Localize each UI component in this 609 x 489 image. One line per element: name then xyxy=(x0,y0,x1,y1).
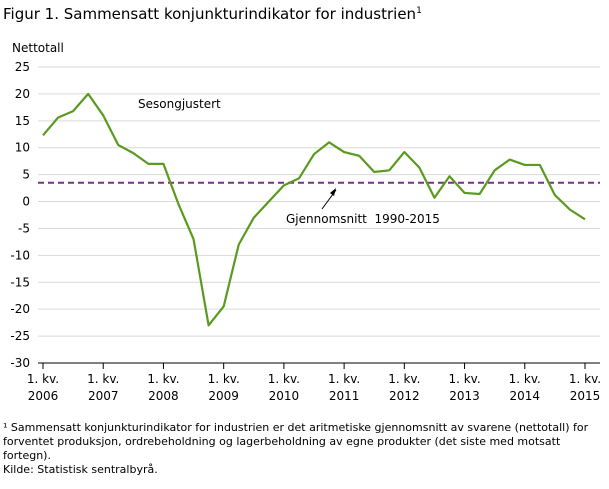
x-tick-label-line: 1. kv. xyxy=(328,372,360,386)
x-tick-label-line: 2015 xyxy=(570,389,601,403)
y-tick-label: 20 xyxy=(15,87,30,101)
x-tick-label-line: 1. kv. xyxy=(388,372,420,386)
annotation-arrowhead xyxy=(330,188,336,196)
x-tick-label: 1. kv. 2012 xyxy=(388,372,420,403)
x-tick-label-line: 2011 xyxy=(329,389,360,403)
x-tick-label-line: 2008 xyxy=(148,389,179,403)
x-tick-label: 1. kv. 2014 xyxy=(509,372,541,403)
x-tick-label-line: 2010 xyxy=(269,389,300,403)
x-tick-label-line: 2007 xyxy=(88,389,119,403)
footnote: Kilde: Statistisk sentralbyrå. xyxy=(3,463,158,476)
y-tick-label: -5 xyxy=(18,221,30,235)
x-tick-label: 1. kv. 2010 xyxy=(268,372,300,403)
x-tick-label: 1. kv. 2015 xyxy=(569,372,601,403)
y-tick-label: 25 xyxy=(15,60,30,74)
chart: Figur 1. Sammensatt konjunkturindikator … xyxy=(3,5,601,403)
x-tick-label: 1. kv. 2006 xyxy=(27,372,59,403)
y-tick-label: 10 xyxy=(15,141,30,155)
x-tick-label: 1. kv. 2009 xyxy=(208,372,240,403)
x-tick-label-line: 1. kv. xyxy=(509,372,541,386)
chart-title: Figur 1. Sammensatt konjunkturindikator … xyxy=(3,5,422,23)
y-tick-label: -10 xyxy=(10,248,30,262)
y-tick-label: 15 xyxy=(15,114,30,128)
x-tick-label: 1. kv. 2007 xyxy=(87,372,119,403)
y-tick-label: -30 xyxy=(10,356,30,370)
y-tick-label: 5 xyxy=(22,168,30,182)
title-text: Figur 1. Sammensatt konjunkturindikator … xyxy=(3,5,416,23)
x-tick-label-line: 1. kv. xyxy=(27,372,59,386)
x-tick-label-line: 1. kv. xyxy=(569,372,601,386)
reference-label: Gjennomsnitt 1990-2015 xyxy=(286,212,440,226)
x-tick-label-line: 1. kv. xyxy=(208,372,240,386)
x-tick-label: 1. kv. 2008 xyxy=(147,372,179,403)
x-tick-label-line: 2012 xyxy=(389,389,420,403)
y-tick-label: -25 xyxy=(10,329,30,343)
x-tick-label-line: 1. kv. xyxy=(448,372,480,386)
series-label: Sesongjustert xyxy=(138,97,221,111)
x-tick-label-line: 1. kv. xyxy=(87,372,119,386)
footnotes: ¹ Sammensatt konjunkturindikator for ind… xyxy=(3,421,603,477)
y-tick-label: -15 xyxy=(10,275,30,289)
footnote: ¹ Sammensatt konjunkturindikator for ind… xyxy=(3,421,589,462)
y-tick-label: -20 xyxy=(10,302,30,316)
x-tick-label-line: 1. kv. xyxy=(147,372,179,386)
data-line xyxy=(42,92,586,327)
x-tick-label-line: 1. kv. xyxy=(268,372,300,386)
x-tick-label-line: 2006 xyxy=(28,389,59,403)
x-tick-label-line: 2009 xyxy=(208,389,239,403)
x-tick-label-line: 2013 xyxy=(449,389,480,403)
title-note: 1 xyxy=(416,6,422,16)
y-axis-label: Nettotall xyxy=(12,41,64,55)
y-tick-label: 0 xyxy=(22,195,30,209)
x-tick-label: 1. kv. 2011 xyxy=(328,372,360,403)
x-tick-label: 1. kv. 2013 xyxy=(448,372,480,403)
x-tick-label-line: 2014 xyxy=(510,389,541,403)
